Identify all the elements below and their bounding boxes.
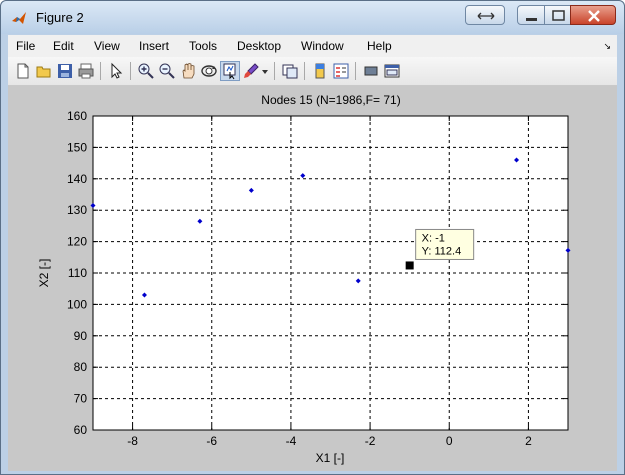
datatip-box[interactable] (415, 228, 475, 260)
scatter-plot[interactable]: Nodes 15 (N=1986,F= 71) -8 -6 -4 -2 0 2 60 70 80… (8, 86, 617, 471)
menu-desktop[interactable]: Desktop (237, 39, 282, 53)
figure-toolbar (8, 57, 617, 86)
y-tick-label: 130 (67, 203, 87, 217)
chart-title: Nodes 15 (N=1986,F= 71) (261, 93, 400, 107)
y-tick-label: 90 (74, 329, 88, 343)
menu-window[interactable]: Window (301, 39, 344, 53)
maximize-button[interactable] (544, 5, 571, 25)
menu-edit[interactable]: Edit (53, 39, 74, 53)
axis-ticks: -8 -6 -4 -2 0 2 60 70 80 90 100 110 120 130 140 150 160 (67, 109, 568, 448)
data-cursor-icon[interactable] (220, 61, 240, 81)
zoom-in-icon[interactable] (137, 62, 155, 80)
y-tick-label: 110 (68, 266, 87, 280)
scatter-point[interactable] (300, 173, 306, 179)
scatter-point[interactable] (355, 278, 361, 284)
menu-help[interactable]: Help (367, 39, 392, 53)
figure-canvas: Nodes 15 (N=1986,F= 71) -8 -6 -4 -2 0 2 60 70 80… (8, 86, 617, 471)
open-file-icon[interactable] (35, 62, 53, 80)
x-tick-label: 0 (446, 434, 453, 448)
scatter-point[interactable] (514, 157, 520, 163)
x-tick-label: -4 (286, 434, 297, 448)
close-button[interactable] (570, 5, 616, 25)
y-axis-label: X2 [-] (37, 259, 51, 288)
datatip-y-label: Y: 112.4 (422, 245, 462, 257)
hide-plot-tools-icon[interactable] (362, 62, 380, 80)
pointer-icon[interactable] (107, 62, 125, 80)
y-tick-label: 100 (67, 297, 87, 311)
menu-insert[interactable]: Insert (139, 39, 170, 53)
menu-bar: File Edit View Insert Tools Desktop Wind… (8, 35, 617, 57)
save-icon[interactable] (56, 62, 74, 80)
close-icon (588, 10, 600, 22)
menu-file[interactable]: File (16, 39, 36, 53)
minimize-button[interactable] (517, 5, 545, 25)
scatter-point[interactable] (248, 187, 254, 193)
show-plot-tools-icon[interactable] (383, 62, 401, 80)
datatip[interactable]: X: -1 Y: 112.4 (405, 228, 475, 270)
minimize-icon (526, 18, 537, 21)
colorbar-icon[interactable] (311, 62, 329, 80)
scatter-point[interactable] (565, 247, 571, 253)
datatip-x-label: X: -1 (422, 232, 445, 244)
y-tick-label: 80 (74, 360, 88, 374)
new-figure-icon[interactable] (14, 62, 32, 80)
y-tick-label: 70 (74, 392, 88, 406)
maximize-icon (552, 10, 565, 21)
scatter-point[interactable] (141, 292, 147, 298)
y-tick-label: 140 (67, 172, 87, 186)
grid-lines (93, 116, 568, 430)
pan-icon[interactable] (179, 62, 197, 80)
restore-button[interactable] (465, 5, 505, 25)
datatip-marker[interactable] (405, 261, 414, 270)
menu-tools[interactable]: Tools (189, 39, 218, 53)
menu-overflow-icon[interactable]: ↘ (603, 41, 611, 51)
y-tick-label: 60 (74, 423, 88, 437)
data-points (90, 157, 571, 298)
scatter-point[interactable] (197, 218, 203, 224)
x-tick-label: -8 (127, 434, 138, 448)
y-tick-label: 150 (67, 140, 87, 154)
swap-icon (477, 12, 495, 20)
y-tick-label: 160 (67, 109, 87, 123)
x-tick-label: -2 (365, 434, 376, 448)
toolbar-separator (304, 62, 305, 80)
legend-icon[interactable] (332, 62, 350, 80)
toolbar-separator (274, 62, 275, 80)
zoom-out-icon[interactable] (158, 62, 176, 80)
x-axis-label: X1 [-] (316, 451, 345, 465)
print-icon[interactable] (77, 62, 95, 80)
menu-view[interactable]: View (94, 39, 120, 53)
link-plot-icon[interactable] (281, 62, 299, 80)
y-tick-label: 120 (67, 235, 87, 249)
x-tick-label: -6 (206, 434, 217, 448)
toolbar-separator (355, 62, 356, 80)
dropdown-arrow-icon[interactable] (260, 62, 270, 80)
rotate-3d-icon[interactable] (200, 62, 218, 80)
x-tick-label: 2 (525, 434, 532, 448)
brush-icon[interactable] (242, 62, 260, 80)
matlab-logo-icon (12, 12, 26, 24)
scatter-point[interactable] (90, 202, 96, 208)
toolbar-separator (130, 62, 131, 80)
toolbar-separator (100, 62, 101, 80)
title-bar[interactable]: Figure 2 (1, 1, 624, 34)
window-title: Figure 2 (36, 10, 84, 25)
